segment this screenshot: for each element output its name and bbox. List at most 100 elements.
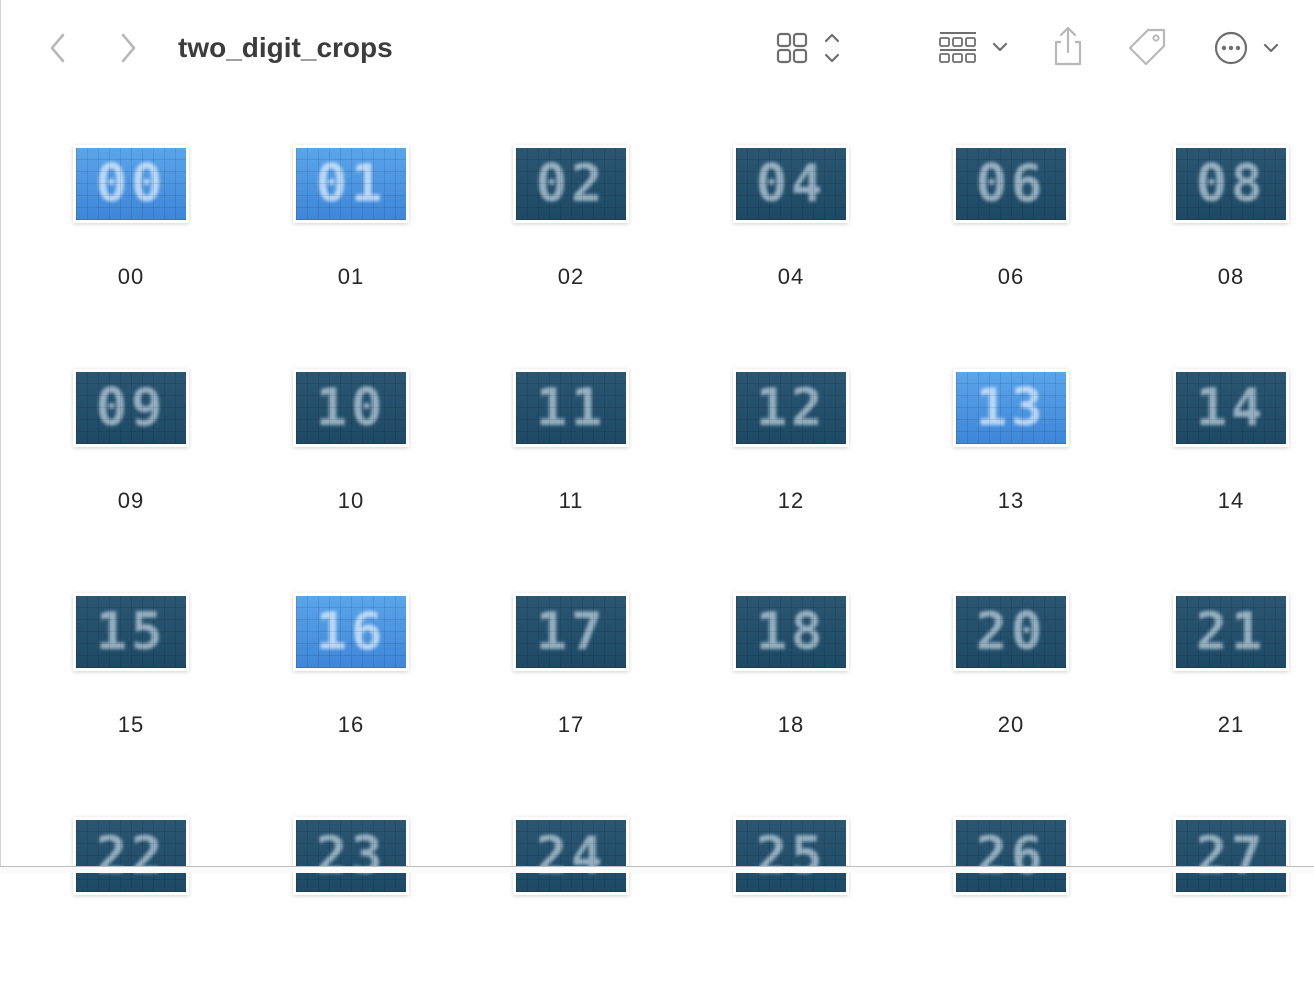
file-thumbnail: 27 [1176, 820, 1286, 892]
file-thumbnail-frame: 25 [736, 820, 846, 892]
chevron-right-icon [121, 33, 136, 63]
file-name-label: 10 [337, 488, 365, 513]
file-item[interactable]: 02 02 [461, 86, 681, 310]
file-name-label: 06 [997, 264, 1025, 289]
thumbnail-digits: 11 [535, 378, 607, 438]
file-thumbnail-frame: 14 [1176, 372, 1286, 444]
file-item[interactable]: 08 08 [1121, 86, 1314, 310]
thumbnail-digits: 06 [975, 154, 1047, 214]
file-thumbnail: 25 [736, 820, 846, 892]
file-item[interactable]: 01 01 [241, 86, 461, 310]
thumbnail-digits: 08 [1195, 154, 1267, 214]
file-thumbnail: 24 [516, 820, 626, 892]
view-mode-button[interactable] [770, 26, 850, 70]
file-name-label: 02 [557, 264, 585, 289]
window-edge [0, 0, 1, 872]
file-thumbnail-frame: 17 [516, 596, 626, 668]
file-name-label: 00 [117, 264, 145, 289]
file-thumbnail-frame: 02 [516, 148, 626, 220]
file-item[interactable]: 15 15 [21, 534, 241, 758]
file-thumbnail: 15 [76, 596, 186, 668]
file-name-label: 15 [117, 712, 145, 737]
file-thumbnail-frame: 23 [296, 820, 406, 892]
file-name-label: 04 [777, 264, 805, 289]
file-thumbnail-frame: 00 [76, 148, 186, 220]
file-thumbnail: 09 [76, 372, 186, 444]
thumbnail-digits: 16 [315, 602, 387, 662]
thumbnail-digits: 13 [975, 378, 1047, 438]
forward-button[interactable] [110, 28, 146, 68]
file-item[interactable]: 06 06 [901, 86, 1121, 310]
file-thumbnail-frame: 10 [296, 372, 406, 444]
file-item[interactable]: 12 12 [681, 310, 901, 534]
file-item[interactable]: 14 14 [1121, 310, 1314, 534]
share-button[interactable] [1046, 24, 1090, 70]
file-thumbnail-frame: 06 [956, 148, 1066, 220]
file-item[interactable]: 09 09 [21, 310, 241, 534]
file-thumbnail: 26 [956, 820, 1066, 892]
file-thumbnail: 21 [1176, 596, 1286, 668]
file-thumbnail-frame: 11 [516, 372, 626, 444]
file-thumbnail-frame: 01 [296, 148, 406, 220]
thumbnail-digits: 01 [315, 154, 387, 214]
thumbnail-digits: 26 [975, 826, 1047, 886]
grid-view-icon [776, 32, 840, 64]
file-name-label: 11 [558, 488, 584, 513]
file-item[interactable]: 18 18 [681, 534, 901, 758]
file-thumbnail: 01 [296, 148, 406, 220]
file-thumbnail: 22 [76, 820, 186, 892]
file-name-label: 21 [1217, 712, 1245, 737]
file-thumbnail: 00 [76, 148, 186, 220]
thumbnail-digits: 04 [755, 154, 827, 214]
file-thumbnail: 13 [956, 372, 1066, 444]
file-thumbnail-frame: 09 [76, 372, 186, 444]
file-thumbnail: 11 [516, 372, 626, 444]
status-bar-cutoff [0, 866, 1314, 873]
thumbnail-digits: 24 [535, 826, 607, 886]
file-thumbnail: 16 [296, 596, 406, 668]
file-thumbnail-frame: 20 [956, 596, 1066, 668]
file-name-label: 16 [337, 712, 365, 737]
thumbnail-digits: 00 [95, 154, 167, 214]
file-name-label: 20 [997, 712, 1025, 737]
file-thumbnail-frame: 16 [296, 596, 406, 668]
file-thumbnail-frame: 12 [736, 372, 846, 444]
back-button[interactable] [40, 28, 76, 68]
file-item[interactable]: 11 11 [461, 310, 681, 534]
thumbnail-digits: 02 [535, 154, 607, 214]
file-item[interactable]: 21 21 [1121, 534, 1314, 758]
thumbnail-digits: 09 [95, 378, 167, 438]
file-name-label: 14 [1217, 488, 1245, 513]
thumbnail-digits: 17 [535, 602, 607, 662]
file-name-label: 08 [1217, 264, 1245, 289]
file-item[interactable]: 16 16 [241, 534, 461, 758]
tag-button[interactable] [1124, 24, 1170, 70]
chevron-left-icon [50, 33, 65, 63]
more-actions-button[interactable] [1208, 26, 1288, 70]
share-icon [1054, 26, 1082, 66]
file-name-label: 12 [777, 488, 805, 513]
file-item[interactable]: 00 00 [21, 86, 241, 310]
file-item[interactable]: 10 10 [241, 310, 461, 534]
thumbnail-digits: 18 [755, 602, 827, 662]
file-thumbnail-frame: 26 [956, 820, 1066, 892]
file-item[interactable]: 13 13 [901, 310, 1121, 534]
file-item[interactable]: 17 17 [461, 534, 681, 758]
group-by-icon [939, 32, 1008, 63]
tag-icon [1128, 28, 1166, 66]
file-thumbnail-frame: 08 [1176, 148, 1286, 220]
file-thumbnail-frame: 13 [956, 372, 1066, 444]
group-by-button[interactable] [934, 26, 1014, 70]
thumbnail-digits: 15 [95, 602, 167, 662]
file-item[interactable]: 04 04 [681, 86, 901, 310]
file-name-label: 18 [777, 712, 805, 737]
file-item[interactable]: 20 20 [901, 534, 1121, 758]
file-thumbnail: 17 [516, 596, 626, 668]
file-name-label: 01 [337, 264, 365, 289]
file-thumbnail: 10 [296, 372, 406, 444]
file-thumbnail: 20 [956, 596, 1066, 668]
thumbnail-digits: 25 [755, 826, 827, 886]
file-thumbnail: 04 [736, 148, 846, 220]
thumbnail-digits: 12 [755, 378, 827, 438]
ellipsis-circle-icon [1214, 31, 1279, 65]
